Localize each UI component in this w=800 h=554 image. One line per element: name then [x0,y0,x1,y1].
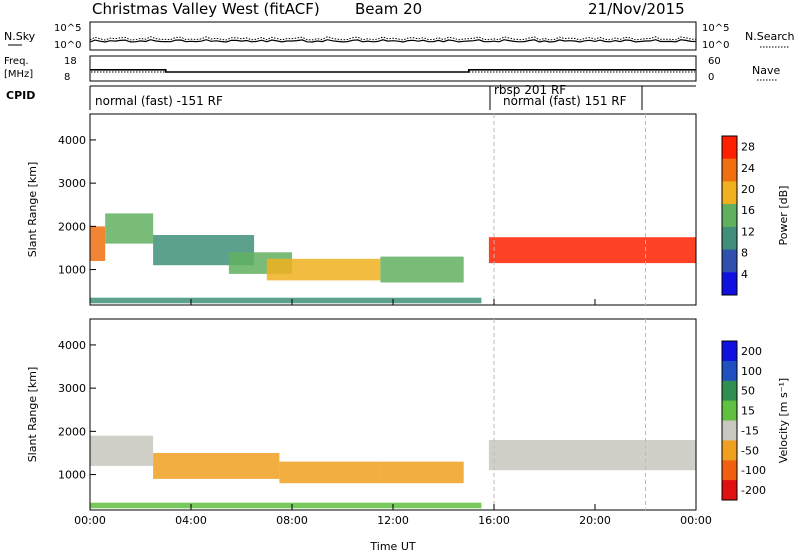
velocity-xtick-label-3: 12:00 [377,514,409,527]
freq-strip-frame [89,55,697,82]
velocity-region-0 [90,435,154,466]
velocity-xtick-label-1: 04:00 [175,514,207,527]
power-panel: 1000 2000 3000 4000 Slant Range [km] 4 8 12 16 20… [26,113,790,306]
velocity-colorbar-swatch-5 [722,440,737,461]
velocity-xtick-label-4: 16:00 [478,514,510,527]
velocity-colorbar-swatch-3 [722,400,737,421]
nsky-trace [89,39,697,43]
nsky-label: N.Sky [4,30,36,43]
power-region-1 [105,213,154,244]
freq-tick-top: 18 [64,56,77,67]
nsky-tick-bottom: 10^0 [54,40,81,51]
power-region-0 [90,226,106,261]
power-colorbar-swatch-0 [722,136,737,160]
power-region-7 [90,297,482,304]
power-colorbar-tick-2: 12 [741,225,755,238]
velocity-colorbar-tick-4: -15 [741,424,759,437]
date-label: 21/Nov/2015 [588,0,685,18]
power-colorbar-tick-5: 24 [741,162,755,175]
velocity-colorbar-tick-6: -100 [741,464,766,477]
velocity-colorbar-tick-3: 15 [741,405,755,418]
velocity-region-2 [279,461,381,484]
power-ytick-label-3: 4000 [58,134,86,147]
power-colorbar-swatch-6 [722,272,737,296]
velocity-colorbar-frame [721,340,738,501]
nave-tick-bottom: 0 [708,72,714,83]
nsky-tick-top: 10^5 [54,23,81,34]
velocity-ytick-label-3: 4000 [58,339,86,352]
power-colorbar-frame [721,135,738,296]
velocity-ytick-label-0: 1000 [58,469,86,482]
power-colorbar-swatch-5 [722,249,737,273]
velocity-region-3 [380,461,464,484]
velocity-colorbar-swatch-6 [722,460,737,481]
velocity-xtick-label-0: 00:00 [74,514,106,527]
velocity-colorbar-tick-0: 200 [741,345,762,358]
velocity-colorbar-label: Velocity [m s⁻¹] [777,378,790,463]
radar-title: Christmas Valley West (fitACF) [92,0,320,18]
cpid-label: CPID [6,89,35,102]
power-ytick-label-2: 3000 [58,177,86,190]
power-colorbar-swatch-2 [722,181,737,205]
power-colorbar-swatch-3 [722,204,737,228]
power-colorbar-tick-1: 8 [741,247,748,260]
velocity-colorbar-swatch-2 [722,380,737,402]
velocity-colorbar-tick-1: 100 [741,365,762,378]
velocity-xtick-label-6: 00:00 [680,514,712,527]
freq-tick-bottom: 8 [64,72,70,83]
velocity-colorbar-swatch-0 [722,341,737,362]
power-colorbar-swatch-4 [722,226,737,251]
velocity-region-5 [90,502,482,509]
velocity-region-4 [488,440,696,471]
nsky-strip-frame [89,21,697,51]
velocity-panel: 1000 2000 3000 4000 Slant Range [km] 00:00 04:… [26,318,790,527]
velocity-colorbar-tick-7: -200 [741,484,766,497]
cpid-segment-3: normal (fast) 151 RF [503,94,627,108]
velocity-colorbar-tick-2: 50 [741,385,755,398]
power-region-6 [488,237,696,264]
power-colorbar-tick-4: 20 [741,183,755,196]
velocity-colorbar-swatch-1 [722,360,737,382]
nsearch-label: N.Search [745,30,795,43]
power-ytick-label-0: 1000 [58,264,86,277]
power-colorbar-label: Power [dB] [777,186,790,246]
velocity-colorbar-tick-5: -50 [741,444,759,457]
power-region-4 [266,258,381,281]
velocity-region-1 [153,453,280,479]
cpid-segment-2: rbsp 201 RF [494,83,566,97]
freq-label-line1: Freq. [4,56,29,67]
velocity-ytick-label-1: 2000 [58,425,86,438]
freq-label-line2: [MHz] [4,69,33,80]
velocity-colorbar-swatch-4 [722,420,737,441]
power-ytick-label-1: 2000 [58,220,86,233]
power-colorbar-tick-3: 16 [741,204,755,217]
power-ylabel: Slant Range [km] [26,162,39,258]
nsearch-tick-top: 10^5 [702,23,729,34]
cpid-segment-1: normal (fast) -151 RF [95,94,223,108]
power-colorbar-swatch-1 [722,158,737,182]
velocity-ylabel: Slant Range [km] [26,367,39,463]
velocity-ytick-label-2: 3000 [58,382,86,395]
beam-label: Beam 20 [355,0,422,18]
velocity-xtick-label-2: 08:00 [276,514,308,527]
nsearch-trace [89,36,697,41]
velocity-colorbar-swatch-7 [722,480,737,501]
nave-tick-top: 60 [708,56,721,67]
power-region-5 [380,256,464,283]
power-colorbar-tick-6: 28 [741,141,755,154]
nsearch-tick-bottom: 10^0 [702,40,729,51]
nave-label: Nave [752,64,780,77]
velocity-xtick-label-5: 20:00 [579,514,611,527]
x-axis-label: Time UT [369,540,415,553]
power-colorbar-tick-0: 4 [741,268,748,281]
